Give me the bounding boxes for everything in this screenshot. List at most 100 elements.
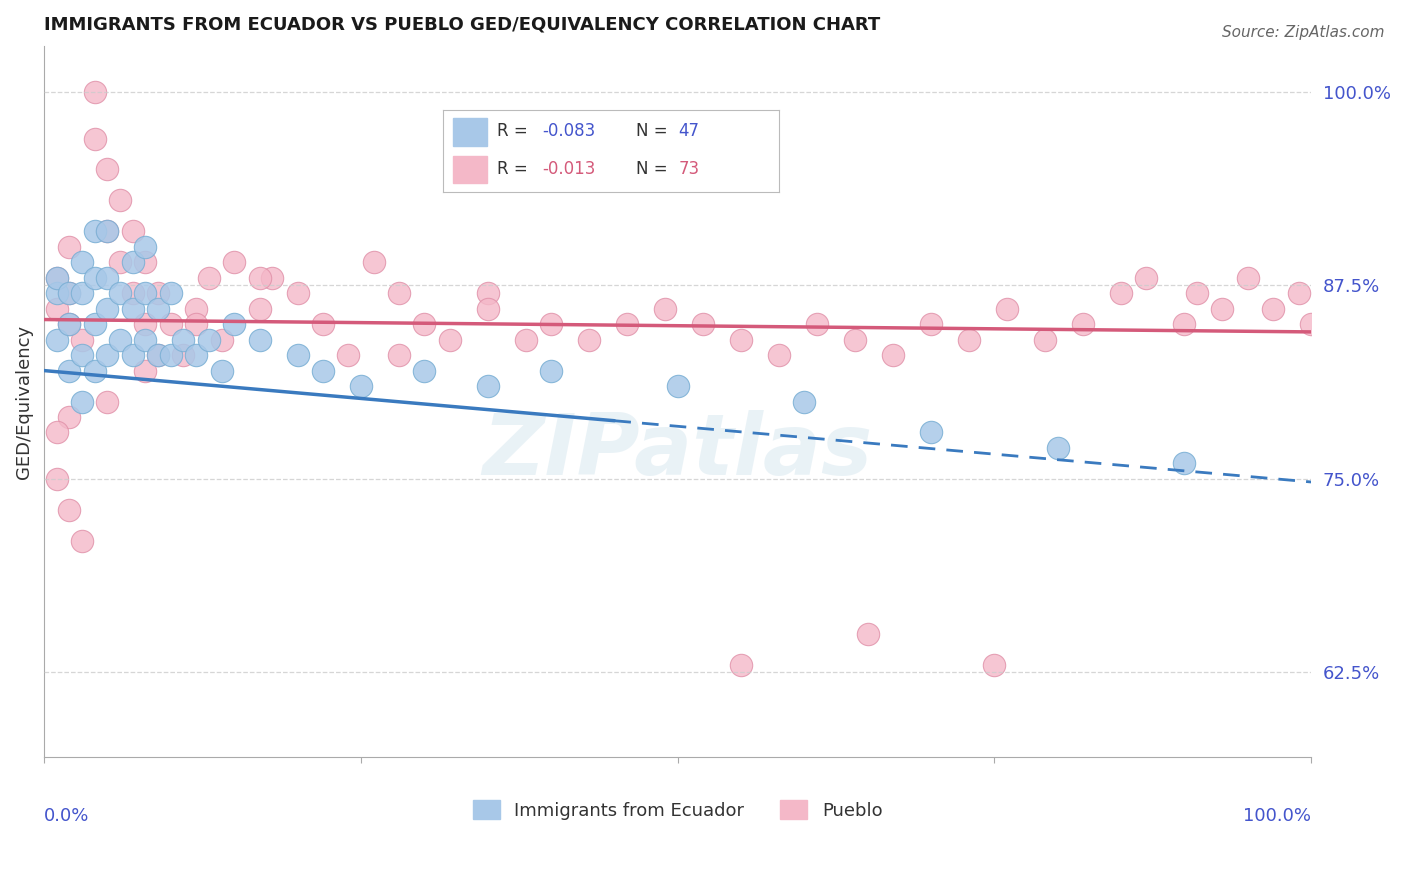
Point xyxy=(96,301,118,316)
Point xyxy=(45,270,67,285)
Point xyxy=(477,379,499,393)
Legend: Immigrants from Ecuador, Pueblo: Immigrants from Ecuador, Pueblo xyxy=(472,800,883,820)
Point xyxy=(957,333,980,347)
Point xyxy=(58,286,80,301)
Point xyxy=(146,286,169,301)
Point xyxy=(173,333,195,347)
Point xyxy=(108,255,131,269)
Point xyxy=(211,333,233,347)
Point xyxy=(45,425,67,440)
Point xyxy=(83,317,105,331)
Point xyxy=(186,317,208,331)
Point xyxy=(1288,286,1310,301)
Point xyxy=(121,255,143,269)
Point xyxy=(70,533,93,548)
Point xyxy=(1071,317,1094,331)
Point xyxy=(578,333,600,347)
Point xyxy=(350,379,373,393)
Point xyxy=(1211,301,1233,316)
Point xyxy=(45,301,67,316)
Point xyxy=(1263,301,1285,316)
Point xyxy=(920,425,942,440)
Point xyxy=(388,348,411,362)
Point xyxy=(58,317,80,331)
Point xyxy=(388,286,411,301)
Point xyxy=(134,317,156,331)
Point xyxy=(108,333,131,347)
Text: IMMIGRANTS FROM ECUADOR VS PUEBLO GED/EQUIVALENCY CORRELATION CHART: IMMIGRANTS FROM ECUADOR VS PUEBLO GED/EQ… xyxy=(44,15,880,33)
Point xyxy=(198,333,221,347)
Point xyxy=(1109,286,1132,301)
Point xyxy=(134,286,156,301)
Point xyxy=(96,162,118,177)
Point xyxy=(249,333,271,347)
Point xyxy=(83,131,105,145)
Point xyxy=(45,333,67,347)
Point xyxy=(211,363,233,377)
Point xyxy=(413,317,436,331)
Point xyxy=(413,363,436,377)
Point xyxy=(45,270,67,285)
Point xyxy=(793,394,815,409)
Point xyxy=(515,333,537,347)
Point xyxy=(1173,317,1195,331)
Point xyxy=(616,317,638,331)
Point xyxy=(159,286,181,301)
Point xyxy=(45,286,67,301)
Point xyxy=(96,270,118,285)
Point xyxy=(730,333,752,347)
Point xyxy=(58,286,80,301)
Point xyxy=(806,317,828,331)
Point xyxy=(654,301,676,316)
Text: Source: ZipAtlas.com: Source: ZipAtlas.com xyxy=(1222,25,1385,40)
Point xyxy=(83,224,105,238)
Point xyxy=(58,363,80,377)
Point xyxy=(995,301,1018,316)
Point xyxy=(1173,457,1195,471)
Point xyxy=(70,333,93,347)
Point xyxy=(1135,270,1157,285)
Point xyxy=(856,626,879,640)
Point xyxy=(666,379,689,393)
Point xyxy=(121,286,143,301)
Point xyxy=(312,317,335,331)
Point xyxy=(1033,333,1056,347)
Point xyxy=(108,286,131,301)
Point xyxy=(224,317,246,331)
Point xyxy=(96,394,118,409)
Point xyxy=(70,394,93,409)
Point xyxy=(134,240,156,254)
Text: ZIPatlas: ZIPatlas xyxy=(482,409,873,493)
Point xyxy=(287,348,309,362)
Point xyxy=(146,301,169,316)
Point xyxy=(83,363,105,377)
Point xyxy=(121,348,143,362)
Point xyxy=(477,301,499,316)
Point xyxy=(96,224,118,238)
Point xyxy=(108,194,131,208)
Point xyxy=(312,363,335,377)
Point xyxy=(540,363,562,377)
Point xyxy=(287,286,309,301)
Point xyxy=(882,348,904,362)
Point xyxy=(134,333,156,347)
Point xyxy=(540,317,562,331)
Text: 100.0%: 100.0% xyxy=(1243,807,1312,825)
Point xyxy=(96,348,118,362)
Point xyxy=(146,348,169,362)
Point xyxy=(70,255,93,269)
Point xyxy=(70,348,93,362)
Point xyxy=(146,348,169,362)
Point xyxy=(983,657,1005,672)
Point xyxy=(121,301,143,316)
Point xyxy=(58,240,80,254)
Point xyxy=(134,255,156,269)
Point xyxy=(439,333,461,347)
Point xyxy=(70,286,93,301)
Point xyxy=(83,85,105,99)
Point xyxy=(58,317,80,331)
Point xyxy=(337,348,360,362)
Point xyxy=(198,270,221,285)
Point xyxy=(1237,270,1260,285)
Point xyxy=(477,286,499,301)
